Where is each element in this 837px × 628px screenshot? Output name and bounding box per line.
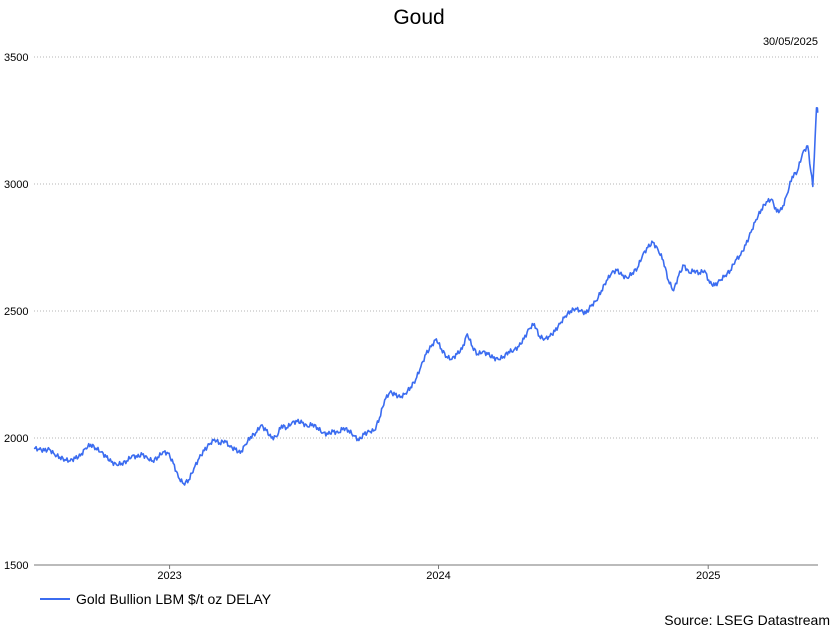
x-tick-label: 2025: [696, 570, 720, 582]
y-tick-label: 1500: [4, 560, 28, 572]
legend: Gold Bullion LBM $/t oz DELAY: [40, 591, 272, 607]
x-tick-label: 2024: [426, 570, 450, 582]
chart-title: Goud: [393, 6, 444, 29]
source-label: Source: LSEG Datastream: [664, 612, 830, 628]
gridlines: [34, 56, 818, 439]
legend-label: Gold Bullion LBM $/t oz DELAY: [76, 591, 272, 607]
y-tick-label: 2500: [4, 306, 28, 318]
y-tick-label: 3500: [4, 52, 28, 64]
y-tick-label: 2000: [4, 433, 28, 445]
x-axis-ticks: 2023 2024 2025: [157, 565, 720, 582]
last-date-label: 30/05/2025: [763, 36, 818, 48]
y-tick-label: 3000: [4, 179, 28, 191]
series-line-gold-bullion: [33, 107, 819, 486]
x-tick-label: 2023: [157, 570, 181, 582]
y-axis-ticks: 1500 2000 2500 3000 3500: [4, 52, 28, 572]
